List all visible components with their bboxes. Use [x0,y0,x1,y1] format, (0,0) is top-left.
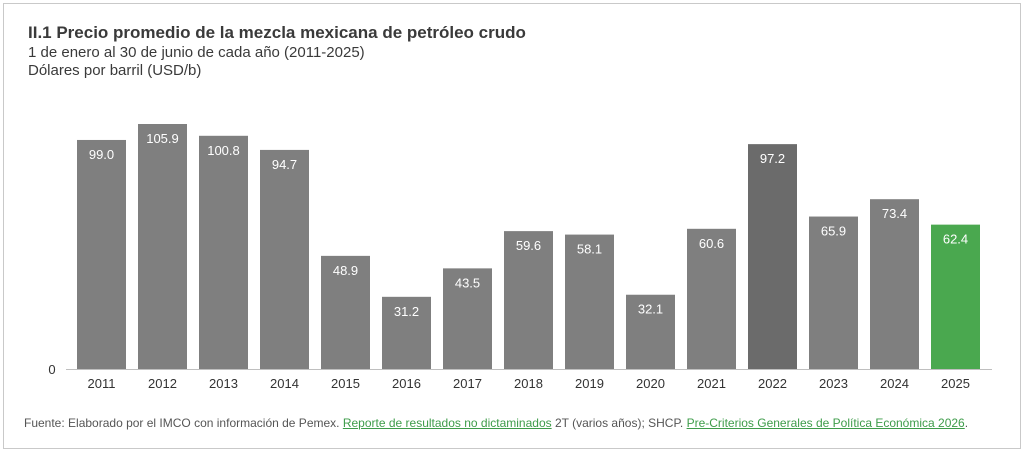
bar-2015 [321,255,370,369]
data-label-2013: 100.8 [207,143,240,158]
data-label-2021: 60.6 [699,236,724,251]
data-label-2019: 58.1 [577,242,602,257]
source-suffix: . [964,416,969,430]
data-label-2014: 94.7 [272,157,297,172]
chart-subtitle: 1 de enero al 30 de junio de cada año (2… [28,44,365,61]
x-tick-label-2024: 2024 [880,376,909,391]
bar-2014 [260,149,309,369]
bar-2025 [931,224,980,369]
source-note: Fuente: Elaborado por el IMCO con inform… [24,415,1009,431]
chart-title: II.1 Precio promedio de la mezcla mexica… [28,23,526,42]
x-tick-label-2019: 2019 [575,376,604,391]
bar-2023 [809,216,858,369]
data-label-2024: 73.4 [882,206,907,221]
data-label-2025: 62.4 [943,232,968,247]
bar-2019 [565,234,614,369]
data-label-2023: 65.9 [821,224,846,239]
source-prefix: Fuente: Elaborado por el IMCO con inform… [24,416,343,430]
x-tick-label-2018: 2018 [514,376,543,391]
data-label-2012: 105.9 [146,131,179,146]
bar-2022 [748,144,797,369]
bar-2021 [687,228,736,369]
x-tick-label-2013: 2013 [209,376,238,391]
data-label-2011: 99.0 [89,147,114,162]
data-label-2017: 43.5 [455,275,480,290]
x-tick-label-2012: 2012 [148,376,177,391]
source-link-pemex[interactable]: Reporte de resultados no dictaminados [342,416,552,430]
x-tick-label-2016: 2016 [392,376,421,391]
bar-2018 [504,231,553,369]
x-tick-label-2025: 2025 [941,376,970,391]
x-tick-label-2023: 2023 [819,376,848,391]
bar-2013 [199,135,248,369]
data-label-2020: 32.1 [638,302,663,317]
x-tick-label-2022: 2022 [758,376,787,391]
x-tick-label-2020: 2020 [636,376,665,391]
bar-2011 [77,139,126,369]
x-tick-label-2017: 2017 [453,376,482,391]
x-tick-label-2011: 2011 [88,376,116,391]
x-tick-label-2021: 2021 [697,376,726,391]
source-middle: 2T (varios años); SHCP. [551,416,687,430]
data-label-2018: 59.6 [516,238,541,253]
bar-2012 [138,124,187,369]
bar-2024 [870,199,919,369]
data-label-2022: 97.2 [760,151,785,166]
chart-unit: Dólares por barril (USD/b) [28,62,202,79]
data-label-2016: 31.2 [394,304,419,319]
bar-2020 [626,294,675,369]
source-link-shcp[interactable]: Pre-Criterios Generales de Política Econ… [686,416,965,430]
x-tick-label-2015: 2015 [331,376,360,391]
x-tick-label-2014: 2014 [270,376,299,391]
bar-2017 [443,268,492,369]
y-tick-label: 0 [48,362,55,377]
data-label-2015: 48.9 [333,263,358,278]
bar-2016 [382,296,431,369]
